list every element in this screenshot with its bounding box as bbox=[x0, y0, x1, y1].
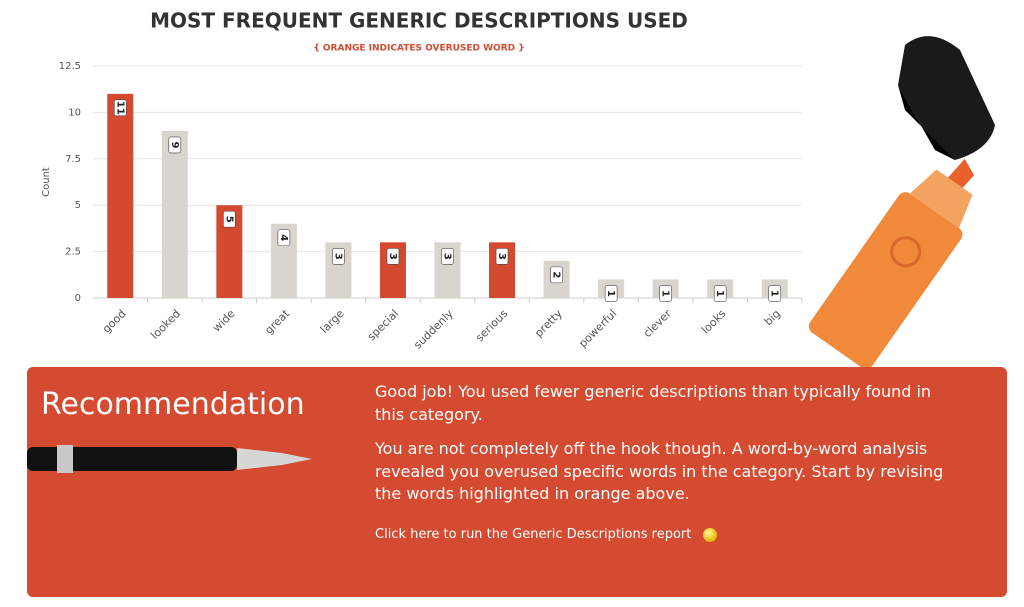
value-label-box bbox=[659, 285, 672, 302]
chart-subtitle: { ORANGE INDICATES OVERUSED WORD } bbox=[313, 44, 524, 54]
chart-title: MOST FREQUENT GENERIC DESCRIPTIONS USED bbox=[150, 9, 688, 33]
recommendation-text: Good job! You used fewer generic descrip… bbox=[375, 381, 945, 546]
link-text[interactable]: Click here to run the Generic Descriptio… bbox=[375, 526, 692, 542]
y-axis-label: Count bbox=[41, 167, 52, 197]
y-tick-label: 2.5 bbox=[65, 247, 81, 258]
y-tick-label: 5 bbox=[75, 200, 81, 211]
x-tick-label: good bbox=[100, 307, 129, 336]
x-tick-label: large bbox=[318, 307, 347, 336]
value-label-box bbox=[768, 285, 782, 302]
x-tick-label: looked bbox=[148, 307, 183, 342]
y-tick-label: 12.5 bbox=[59, 61, 81, 72]
recommendation-heading: Recommendation bbox=[41, 387, 305, 422]
value-label-box bbox=[332, 248, 345, 265]
paragraph: You are not completely off the hook thou… bbox=[375, 439, 944, 503]
x-tick-label: serious bbox=[473, 307, 510, 344]
value-label-box bbox=[277, 229, 291, 247]
y-tick-label: 10 bbox=[68, 107, 81, 118]
value-label: 1 bbox=[714, 290, 725, 297]
value-label: 9 bbox=[169, 141, 180, 148]
value-label-box bbox=[223, 210, 236, 228]
bar bbox=[161, 130, 188, 298]
value-label-box bbox=[713, 285, 727, 302]
x-tick-label: clever bbox=[641, 307, 674, 340]
value-label: 5 bbox=[223, 216, 234, 223]
highlighter-decoration bbox=[808, 158, 975, 369]
value-label: 3 bbox=[442, 253, 453, 260]
value-label: 4 bbox=[278, 234, 289, 241]
link-icon[interactable] bbox=[703, 527, 718, 542]
x-tick-label: special bbox=[365, 307, 401, 343]
value-label: 2 bbox=[551, 271, 562, 278]
x-tick-label: great bbox=[262, 307, 292, 337]
pen-decoration bbox=[27, 445, 312, 473]
value-label-box bbox=[386, 248, 400, 265]
paragraph: Good job! You used fewer generic descrip… bbox=[375, 382, 932, 424]
x-tick-label: big bbox=[762, 307, 783, 328]
value-label-box bbox=[495, 248, 509, 265]
value-label-box bbox=[550, 266, 563, 284]
value-label: 3 bbox=[496, 253, 507, 260]
value-label: 3 bbox=[387, 253, 398, 260]
value-label-box bbox=[113, 99, 127, 117]
value-label: 3 bbox=[332, 253, 343, 260]
value-label-box bbox=[604, 285, 618, 302]
x-tick-label: suddenly bbox=[411, 307, 456, 352]
y-tick-label: 7.5 bbox=[65, 154, 81, 165]
value-label: 11 bbox=[114, 101, 125, 115]
x-tick-label: pretty bbox=[532, 307, 565, 340]
value-label-box bbox=[441, 248, 454, 265]
y-tick-label: 0 bbox=[75, 293, 81, 304]
x-tick-label: wide bbox=[210, 307, 238, 335]
value-label: 1 bbox=[605, 290, 616, 297]
value-label: 1 bbox=[769, 290, 780, 297]
recommendation-panel: Recommendation Good job! You used fewer … bbox=[27, 367, 1007, 597]
x-tick-label: looks bbox=[699, 307, 729, 337]
value-label: 1 bbox=[660, 290, 671, 297]
clip-decoration bbox=[898, 36, 995, 160]
value-label-box bbox=[168, 136, 182, 154]
bar bbox=[107, 93, 134, 298]
x-tick-label: powerful bbox=[576, 307, 619, 350]
report-link[interactable]: Click here to run the Generic Descriptio… bbox=[375, 524, 945, 547]
